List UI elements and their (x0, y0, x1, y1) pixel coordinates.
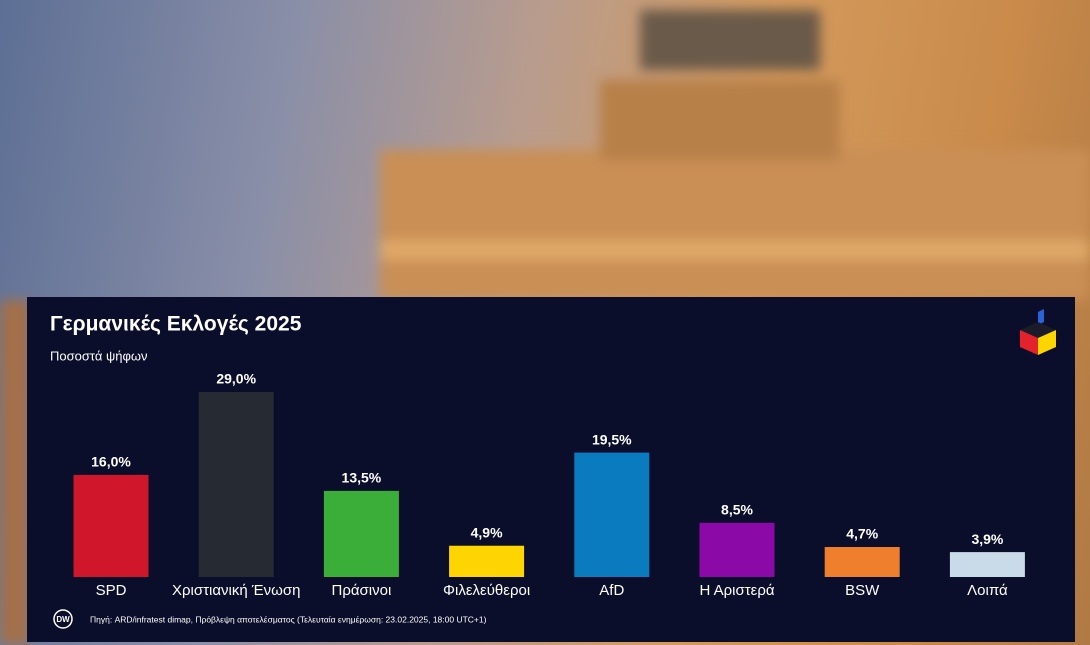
value-label: 8,5% (721, 501, 753, 517)
bar (198, 391, 274, 577)
bar (699, 522, 775, 577)
value-label: 4,9% (471, 524, 503, 540)
value-label: 16,0% (91, 454, 131, 470)
value-label: 13,5% (342, 470, 382, 486)
bar (824, 547, 900, 577)
category-label: SPD (96, 582, 127, 599)
category-label: Πράσινοι (331, 582, 391, 599)
bar (949, 552, 1025, 577)
value-label: 29,0% (216, 371, 256, 387)
category-label: Φιλελεύθεροι (443, 582, 530, 599)
dw-logo (53, 609, 73, 629)
chart-title: Γερμανικές Εκλογές 2025 (50, 313, 302, 336)
value-label: 3,9% (971, 531, 1003, 547)
category-label: Λοιπά (967, 582, 1008, 599)
chart-subtitle: Ποσοστά ψήφων (50, 348, 148, 363)
category-label: BSW (845, 582, 880, 599)
bar (449, 545, 525, 577)
gate-silhouette (0, 10, 1090, 645)
bar (323, 490, 399, 577)
category-label: Χριστιανική Ένωση (172, 582, 300, 599)
value-label: 19,5% (592, 431, 632, 447)
category-label: Η Αριστερά (699, 582, 774, 599)
category-label: AfD (599, 582, 624, 599)
bar (574, 452, 650, 577)
value-label: 4,7% (846, 526, 878, 542)
source-note: Πηγή: ARD/infratest dimap, Πρόβλεψη αποτ… (90, 614, 487, 624)
logo (1020, 309, 1056, 355)
dw-logo-text: DW (56, 615, 70, 624)
bar (73, 474, 149, 577)
